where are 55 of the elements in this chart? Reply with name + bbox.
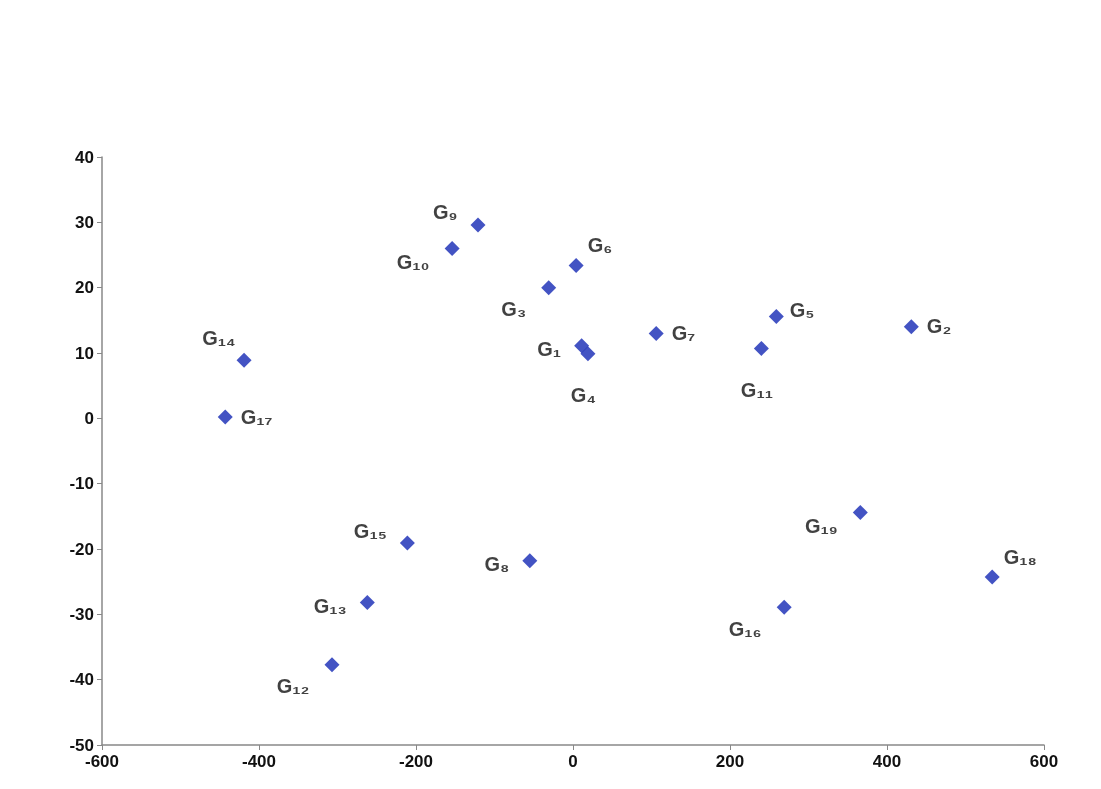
annotation: G₂	[926, 315, 952, 338]
annotation: G₁₆	[728, 617, 762, 640]
point	[648, 325, 664, 341]
y-tick-label: 40	[75, 147, 94, 167]
annotation: G₁₅	[353, 519, 387, 542]
x-tick-label: -400	[241, 752, 277, 771]
y-tick-label: -20	[69, 539, 94, 559]
point	[470, 217, 486, 233]
point	[776, 599, 792, 615]
point	[359, 595, 375, 611]
point	[522, 553, 538, 569]
annotation: G₁₄	[202, 326, 236, 349]
annotation: G₉	[432, 201, 458, 224]
y-tick-label: -30	[69, 604, 94, 624]
annotation: G₁₉	[804, 514, 838, 537]
x-tick-label: -200	[398, 752, 434, 771]
annotation: G₃	[501, 298, 527, 321]
x-tick-label: 200	[715, 752, 745, 771]
x-tick-label: -600	[84, 752, 120, 771]
point	[852, 504, 868, 520]
y-tick-label: 20	[75, 278, 94, 298]
point	[568, 257, 584, 273]
point	[984, 569, 1000, 585]
point	[399, 535, 415, 551]
annotation: G₇	[671, 321, 696, 344]
annotation: G₆	[587, 233, 613, 256]
point	[768, 308, 784, 324]
point	[753, 340, 769, 356]
x-tick-label: 400	[872, 752, 902, 771]
point	[217, 409, 233, 425]
annotation: G₁₁	[740, 378, 773, 401]
x-tick-label: 600	[1029, 752, 1059, 771]
annotation: G₁₂	[276, 675, 310, 698]
annotation: G₄	[570, 384, 596, 407]
y-tick-label: 30	[75, 212, 94, 232]
annotation: G₁₇	[240, 405, 273, 428]
annotation: G₈	[484, 553, 510, 576]
y-tick-label: -10	[69, 474, 94, 494]
y-tick-label: 10	[75, 343, 94, 363]
annotation: G₁	[537, 338, 562, 361]
y-tick-label: 0	[84, 408, 94, 428]
point	[541, 280, 557, 296]
point	[903, 319, 919, 335]
point	[574, 338, 590, 354]
annotation: G₁₀	[396, 250, 430, 273]
point	[580, 346, 596, 362]
y-tick-label: -50	[69, 735, 94, 755]
point	[324, 657, 340, 673]
annotation: G₁₃	[313, 595, 347, 618]
point	[444, 240, 460, 256]
annotation: G₁₈	[1003, 545, 1037, 568]
y-tick-label: -40	[69, 670, 94, 690]
x-tick-label: 0	[568, 752, 578, 771]
annotation: G₅	[789, 298, 815, 321]
point	[236, 352, 252, 368]
